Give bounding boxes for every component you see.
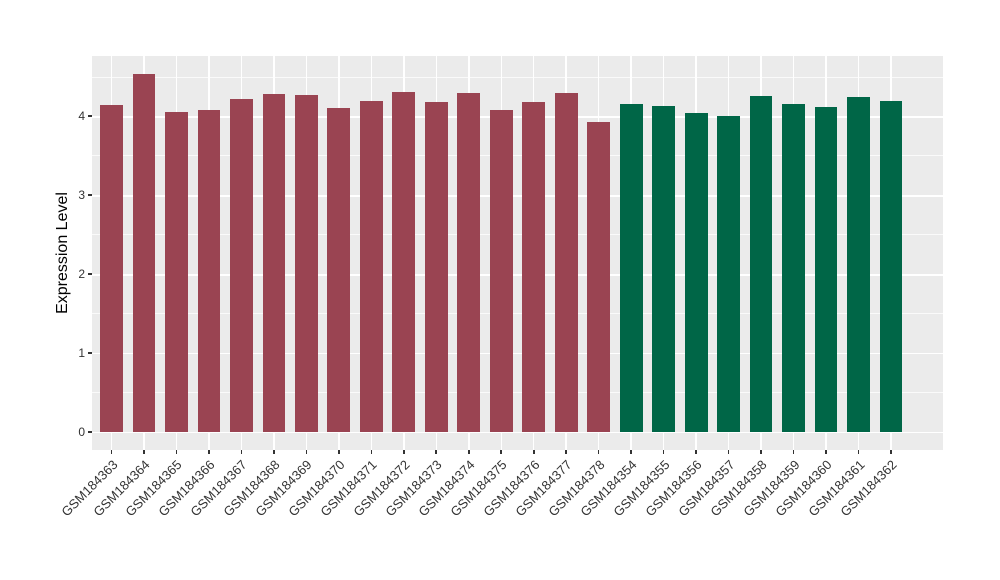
y-tick-label: 0 (78, 424, 85, 439)
bar-GSM184363 (100, 104, 123, 432)
x-tick-mark (305, 450, 308, 454)
gridline-major (92, 352, 943, 355)
bar-GSM184367 (230, 98, 253, 432)
bar-GSM184361 (847, 97, 870, 432)
y-tick-label: 1 (78, 345, 85, 360)
gridline-major (92, 116, 943, 118)
bar-GSM184366 (197, 109, 221, 432)
x-tick-mark (175, 450, 178, 454)
bar-GSM184376 (522, 101, 546, 432)
gridline-major (92, 431, 943, 434)
y-tick-mark (88, 352, 92, 354)
bar-GSM184374 (457, 93, 481, 432)
x-tick-mark (467, 450, 470, 454)
bar-GSM184365 (165, 112, 188, 432)
y-tick-mark (88, 194, 92, 196)
bar-GSM184355 (652, 105, 676, 432)
gridline-minor (92, 155, 943, 157)
bar-GSM184358 (749, 96, 773, 432)
x-tick-mark (695, 450, 697, 454)
x-tick-mark (630, 450, 632, 454)
bar-GSM184371 (359, 101, 383, 432)
y-tick-mark (88, 115, 92, 117)
gridline-minor (92, 234, 943, 236)
x-tick-mark (662, 450, 665, 454)
x-tick-mark (403, 450, 405, 454)
y-tick-label: 3 (78, 187, 85, 202)
x-tick-mark (825, 450, 827, 454)
plot-panel (92, 56, 943, 450)
bar-GSM184372 (392, 91, 416, 432)
x-tick-mark (208, 450, 210, 454)
x-tick-mark (597, 450, 600, 454)
bar-GSM184364 (132, 74, 156, 432)
x-tick-mark (565, 450, 567, 454)
gridline-major (92, 194, 943, 197)
x-tick-mark (760, 450, 762, 454)
gridline-major (92, 273, 943, 276)
bar-GSM184362 (879, 101, 903, 432)
x-tick-mark (890, 450, 892, 454)
y-tick-label: 2 (78, 266, 85, 281)
bar-GSM184377 (554, 93, 578, 432)
bar-GSM184357 (717, 116, 740, 432)
x-tick-mark (727, 450, 730, 454)
x-tick-mark (370, 450, 373, 454)
x-tick-mark (532, 450, 535, 454)
x-tick-mark (143, 450, 145, 454)
bar-GSM184359 (782, 104, 805, 432)
x-tick-mark (110, 450, 113, 454)
x-tick-mark (435, 450, 438, 454)
bar-GSM184356 (684, 112, 708, 432)
bar-GSM184369 (295, 95, 318, 432)
gridline-minor (92, 392, 943, 394)
y-axis-title: Expression Level (54, 192, 71, 314)
x-tick-mark (857, 450, 860, 454)
bar-GSM184375 (489, 109, 513, 432)
y-tick-mark (88, 273, 92, 275)
bar-GSM184373 (424, 101, 448, 432)
x-tick-mark (273, 450, 275, 454)
y-tick-label: 4 (78, 109, 85, 123)
bar-GSM184360 (814, 106, 838, 432)
gridline-minor (92, 76, 943, 78)
x-tick-mark (500, 450, 503, 454)
bar-GSM184370 (327, 108, 351, 432)
bar-GSM184378 (587, 121, 611, 432)
x-tick-mark (240, 450, 243, 454)
x-tick-mark (338, 450, 340, 454)
y-tick-mark (88, 431, 92, 433)
bar-GSM184354 (619, 104, 643, 432)
bar-GSM184368 (262, 93, 286, 432)
gridline-minor (92, 313, 943, 315)
x-tick-mark (792, 450, 795, 454)
